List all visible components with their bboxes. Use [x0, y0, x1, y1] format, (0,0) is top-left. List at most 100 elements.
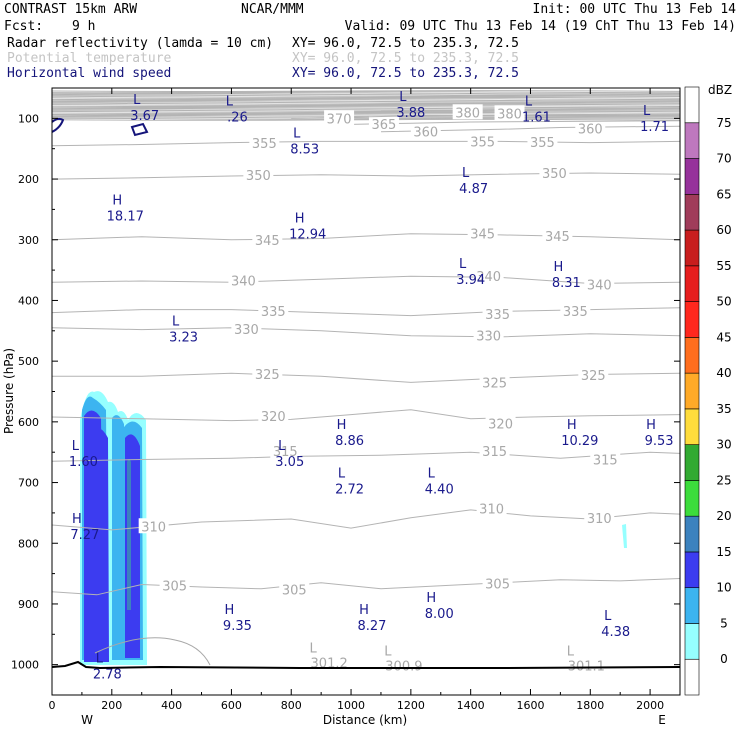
wind-extremum-value: 8.31 [552, 276, 581, 291]
colorbar-level-label: 70 [716, 152, 731, 166]
theta-contour-label: 340 [231, 274, 256, 289]
x-axis-label: Distance (km) [323, 713, 407, 727]
theta-contour-label: 320 [488, 418, 513, 433]
theta-upper-contour [51, 97, 681, 99]
wind-extremum-kind: L [293, 127, 301, 142]
colorbar-level-label: 15 [716, 545, 731, 559]
theta-label-bg [279, 581, 310, 597]
x-tick-label: 400 [161, 699, 182, 712]
field-xy-theta: XY= 96.0, 72.5 to 235.3, 72.5 [292, 51, 519, 66]
theta-contour-345 [51, 233, 681, 241]
colorbar-swatch [684, 86, 700, 124]
theta-label-bg [252, 365, 283, 381]
theta-contour-325 [52, 372, 681, 383]
wind-extremum-kind: L [226, 94, 234, 109]
theta-contour-315 [51, 451, 681, 462]
theta-contour-label: 305 [282, 583, 307, 598]
wind-extremum-kind: L [133, 93, 141, 108]
colorbar-swatch [684, 515, 700, 553]
wind-extremum-kind: H [337, 418, 347, 433]
theta-contour-label: 360 [578, 123, 603, 138]
theta-label-bg [258, 302, 289, 318]
theta-contour-label: 345 [470, 228, 495, 243]
theta-extremum-kind: L [310, 642, 318, 657]
theta-contour-label: 315 [482, 445, 507, 460]
wind-extremum-value: 8.00 [425, 607, 454, 622]
wind-extremum-kind: L [459, 257, 467, 272]
colorbar-swatch [684, 408, 700, 445]
theta-contour-label: 350 [542, 167, 567, 182]
theta-label-bg [590, 451, 621, 467]
colorbar-level-label: 30 [716, 438, 731, 452]
colorbar-level-label: 5 [720, 616, 728, 630]
boundary-layer-curve [94, 637, 211, 666]
x-tick-label: 1200 [397, 699, 425, 712]
theta-label-bg [473, 268, 504, 284]
theta-upper-contour [51, 100, 681, 103]
theta-extremum-kind: L [384, 645, 392, 660]
theta-contours: 305 305 305 310 310 310 315 315 315 320 320 325 325 3… [51, 90, 681, 598]
field-xy-wind: XY= 96.0, 72.5 to 235.3, 72.5 [292, 66, 519, 81]
theta-upper-contour [52, 116, 680, 119]
theta-upper-contour [52, 109, 680, 112]
theta-label-bg [249, 135, 280, 151]
x-tick-label: 200 [101, 699, 122, 712]
x-tick-label: 600 [221, 699, 242, 712]
wind-extremum-kind: L [96, 652, 104, 667]
theta-upper-contour [51, 106, 681, 109]
endpoint-east: E [658, 713, 666, 727]
theta-contour-label: 305 [162, 580, 187, 595]
field-xy-reflectivity: XY= 96.0, 72.5 to 235.3, 72.5 [292, 36, 519, 51]
theta-upper-contour [51, 113, 680, 116]
wind-extremum-kind: L [278, 439, 286, 454]
theta-contour-label: 330 [234, 323, 259, 338]
theta-label-bg [527, 134, 558, 150]
colorbar-swatch [684, 658, 700, 696]
theta-contour-label: 340 [476, 270, 501, 285]
wind-extremum-value: 3.94 [456, 273, 485, 288]
axes: 0 200 400 600 800 1000 1200 1400 1600 1800 2000 100… [11, 87, 681, 712]
x-tick-label: 800 [281, 699, 302, 712]
colorbar-level-label: 0 [720, 652, 728, 666]
wind-extremum-kind: L [72, 439, 80, 454]
wind-extremum-value: 4.40 [425, 482, 454, 497]
theta-contour-label: 330 [476, 330, 501, 345]
colorbar: dBZ 0 5 10 15 20 25 30 35 40 45 50 55 60 65 70 75 [684, 83, 732, 696]
theta-contour-305 [51, 578, 681, 596]
colorbar-swatch [684, 551, 700, 589]
theta-contour-label: 310 [479, 503, 504, 518]
theta-upper-contour [51, 90, 681, 92]
wind-extremum-kind: H [646, 418, 656, 433]
org-name: NCAR/MMM [241, 2, 304, 17]
theta-contour-320 [51, 409, 681, 422]
wind-extremum-kind: L [428, 466, 436, 481]
forecast-label: Fcst: [4, 19, 43, 34]
colorbar-level-label: 65 [716, 187, 731, 201]
x-tick-label: 1800 [576, 699, 604, 712]
y-tick-label: 900 [18, 598, 39, 611]
colorbar-swatch [684, 301, 700, 338]
wind-extremum-value: 3.05 [275, 455, 304, 470]
theta-contour-label: 325 [581, 369, 606, 384]
wind-extremum-kind: L [172, 315, 180, 330]
wind-extremum-kind: H [112, 193, 122, 208]
x-tick-label: 1600 [516, 699, 544, 712]
theta-label-bg [324, 110, 355, 126]
wind-extremum-value: 8.53 [290, 143, 319, 158]
theta-contour-350 [51, 172, 681, 180]
reflectivity-isolated-cell [622, 524, 627, 548]
wind-extremum-kind: H [359, 603, 369, 618]
wind-extremum-kind: H [567, 418, 577, 433]
theta-contour-330 [51, 327, 681, 338]
theta-contour-label: 345 [545, 230, 570, 245]
reflectivity-15dbz-region [84, 410, 140, 662]
wind-extremum-value: 1.60 [69, 455, 98, 470]
theta-upper-contour [51, 95, 681, 98]
theta-label-bg [575, 120, 606, 136]
theta-contour-370 [291, 114, 681, 119]
wind-extremum-kind: L [525, 94, 533, 109]
theta-upper-contour [51, 99, 681, 102]
y-tick-label: 100 [18, 112, 39, 125]
upper-wind-contour [51, 117, 149, 137]
y-tick-label: 500 [18, 355, 39, 368]
